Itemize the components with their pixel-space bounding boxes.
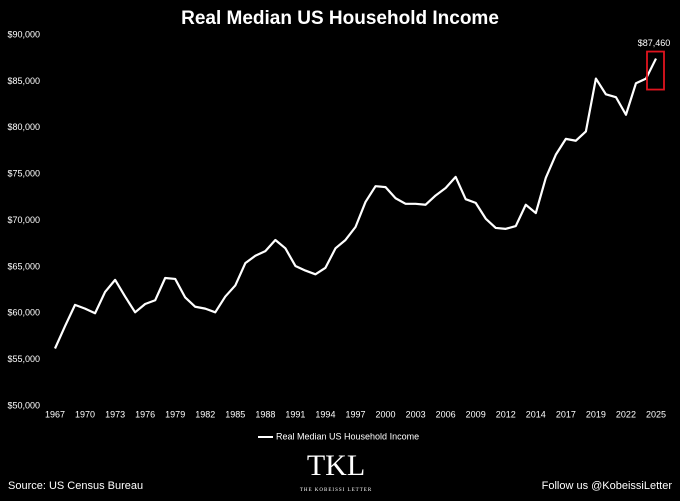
x-tick-label: 1994: [315, 409, 335, 419]
x-tick-label: 1985: [225, 409, 245, 419]
x-tick-label: 1979: [165, 409, 185, 419]
y-tick-label: $80,000: [7, 122, 40, 132]
x-tick-label: 2017: [556, 409, 576, 419]
x-tick-label: 2025: [646, 409, 666, 419]
x-tick-label: 2006: [436, 409, 456, 419]
x-tick-label: 1976: [135, 409, 155, 419]
y-tick-label: $75,000: [7, 169, 40, 179]
annotation: $87,460: [638, 38, 671, 48]
y-tick-label: $85,000: [7, 76, 40, 86]
y-tick-label: $60,000: [7, 308, 40, 318]
footer: Follow us @KobeissiLetter: [542, 480, 673, 492]
y-tick-label: $70,000: [7, 215, 40, 225]
x-tick-label: 2019: [586, 409, 606, 419]
x-tick-label: 1997: [345, 409, 365, 419]
x-tick-label: 1973: [105, 409, 125, 419]
x-tick-label: 1988: [255, 409, 275, 419]
y-tick-label: $50,000: [7, 400, 40, 410]
x-tick-label: 2009: [466, 409, 486, 419]
logo-subtitle: THE KOBEISSI LETTER: [300, 488, 372, 493]
x-tick-label: 1967: [45, 409, 65, 419]
y-tick-label: $55,000: [7, 354, 40, 364]
highlight-box: [646, 50, 665, 91]
logo: TKL: [307, 449, 365, 482]
x-tick-label: 2000: [376, 409, 396, 419]
x-tick-label: 2012: [496, 409, 516, 419]
x-tick-label: 2022: [616, 409, 636, 419]
x-tick-label: 1991: [285, 409, 305, 419]
legend-label: Real Median US Household Income: [276, 431, 419, 441]
x-tick-label: 1970: [75, 409, 95, 419]
x-tick-label: 1982: [195, 409, 215, 419]
y-tick-label: $90,000: [7, 29, 40, 39]
source: Source: US Census Bureau: [8, 480, 143, 492]
line: [53, 58, 657, 349]
x-tick-label: 2003: [406, 409, 426, 419]
x-tick-label: 2014: [526, 409, 546, 419]
y-tick-label: $65,000: [7, 261, 40, 271]
chart-title: Real Median US Household Income: [181, 8, 499, 29]
